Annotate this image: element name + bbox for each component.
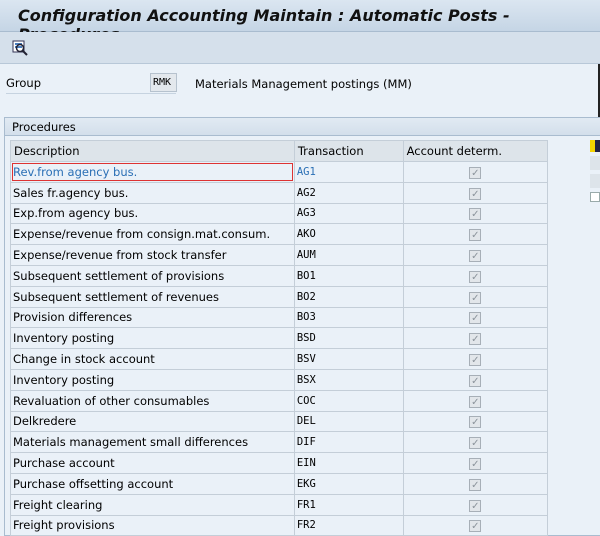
description-cell[interactable]: Inventory posting (10, 368, 295, 391)
transaction-cell[interactable]: BSX (293, 368, 404, 391)
account-determ-checkbox[interactable]: ✓ (469, 187, 482, 200)
table-row[interactable]: Expense/revenue from stock transfer AUM … (10, 244, 549, 266)
transaction-cell[interactable]: AKO (293, 223, 404, 246)
table-row[interactable]: Change in stock account BSV ✓ (10, 348, 549, 370)
transaction-cell[interactable]: BO3 (293, 306, 404, 329)
description-cell[interactable]: Subsequent settlement of revenues (10, 285, 295, 308)
account-determ-checkbox[interactable]: ✓ (469, 291, 482, 304)
detail-view-icon[interactable] (12, 40, 28, 56)
description-cell[interactable]: Expense/revenue from stock transfer (10, 244, 295, 266)
group-description: Materials Management postings (MM) (195, 77, 412, 91)
toolbar (0, 32, 600, 64)
description-cell[interactable]: Purchase account (10, 452, 295, 474)
table-row[interactable]: Purchase offsetting account EKG ✓ (10, 472, 549, 495)
description-cell[interactable]: Subsequent settlement of provisions (10, 264, 295, 287)
description-cell[interactable]: Freight provisions (10, 514, 295, 536)
transaction-cell[interactable]: BSV (293, 348, 404, 370)
account-determ-checkbox[interactable]: ✓ (469, 270, 482, 283)
account-determ-checkbox[interactable]: ✓ (469, 229, 482, 242)
table-row[interactable]: Inventory posting BSD ✓ (10, 327, 549, 350)
description-cell[interactable]: Freight clearing (10, 493, 295, 516)
account-determ-checkbox[interactable]: ✓ (469, 208, 482, 221)
column-header-transaction[interactable]: Transaction (293, 140, 404, 162)
group-label: Group (6, 76, 176, 94)
table-row[interactable]: Provision differences BO3 ✓ (10, 306, 549, 329)
table-row[interactable]: Freight provisions FR2 ✓ (10, 514, 549, 536)
description-cell[interactable]: Delkredere (10, 410, 295, 433)
transaction-cell[interactable]: BO2 (293, 285, 404, 308)
table-row[interactable]: Materials management small differences D… (10, 431, 549, 454)
table-row[interactable]: Inventory posting BSX ✓ (10, 368, 549, 391)
account-determ-checkbox[interactable]: ✓ (469, 354, 482, 367)
account-determ-checkbox[interactable]: ✓ (469, 520, 482, 533)
transaction-cell[interactable]: AG1 (293, 161, 404, 183)
procedures-table: Description Transaction Account determ. … (10, 140, 549, 536)
description-cell[interactable]: Exp.from agency bus. (10, 202, 295, 225)
table-row[interactable]: Exp.from agency bus. AG3 ✓ (10, 202, 549, 225)
transaction-cell[interactable]: EKG (293, 472, 404, 495)
description-cell[interactable]: Expense/revenue from consign.mat.consum. (10, 223, 295, 246)
description-cell[interactable]: Revaluation of other consumables (10, 389, 295, 412)
table-row[interactable]: Subsequent settlement of revenues BO2 ✓ (10, 285, 549, 308)
scroll-thumb[interactable] (590, 192, 600, 202)
account-determ-checkbox[interactable]: ✓ (469, 166, 482, 179)
transaction-cell[interactable]: FR2 (293, 514, 404, 536)
table-row[interactable]: Subsequent settlement of provisions BO1 … (10, 264, 549, 287)
transaction-cell[interactable]: COC (293, 389, 404, 412)
group-field[interactable]: RMK (150, 73, 177, 92)
table-row[interactable]: Sales fr.agency bus. AG2 ✓ (10, 181, 549, 204)
description-cell[interactable]: Change in stock account (10, 348, 295, 370)
scroll-down-button[interactable] (590, 174, 600, 188)
table-row[interactable]: Expense/revenue from consign.mat.consum.… (10, 223, 549, 246)
description-cell[interactable]: Inventory posting (10, 327, 295, 350)
account-determ-checkbox[interactable]: ✓ (469, 312, 482, 325)
description-cell[interactable]: Provision differences (10, 306, 295, 329)
table-row[interactable]: Rev.from agency bus. AG1 ✓ (10, 161, 549, 183)
transaction-cell[interactable]: AG2 (293, 181, 404, 204)
transaction-cell[interactable]: AUM (293, 244, 404, 266)
account-determ-checkbox[interactable]: ✓ (469, 416, 482, 429)
window-title: Configuration Accounting Maintain : Auto… (0, 0, 600, 44)
account-determ-checkbox[interactable]: ✓ (469, 478, 482, 491)
account-determ-checkbox[interactable]: ✓ (469, 499, 482, 512)
transaction-cell[interactable]: EIN (293, 452, 404, 474)
description-cell[interactable]: Sales fr.agency bus. (10, 181, 295, 204)
account-determ-checkbox[interactable]: ✓ (469, 437, 482, 450)
account-determ-checkbox[interactable]: ✓ (469, 250, 482, 263)
transaction-cell[interactable]: DEL (293, 410, 404, 433)
table-scrollbar[interactable] (590, 140, 600, 220)
description-cell[interactable]: Rev.from agency bus. (10, 161, 295, 183)
column-header-account-determ[interactable]: Account determ. (402, 140, 549, 162)
procedures-title: Procedures (5, 118, 600, 136)
transaction-cell[interactable]: FR1 (293, 493, 404, 516)
transaction-cell[interactable]: AG3 (293, 202, 404, 225)
transaction-cell[interactable]: BSD (293, 327, 404, 350)
procedures-panel: Procedures Description Transaction Accou… (4, 117, 600, 536)
table-row[interactable]: Purchase account EIN ✓ (10, 452, 549, 474)
transaction-cell[interactable]: DIF (293, 431, 404, 454)
column-header-description[interactable]: Description (10, 140, 295, 162)
column-settings-icon[interactable] (590, 140, 600, 152)
account-determ-checkbox[interactable]: ✓ (469, 374, 482, 387)
account-determ-checkbox[interactable]: ✓ (469, 395, 482, 408)
description-cell[interactable]: Purchase offsetting account (10, 472, 295, 495)
table-row[interactable]: Revaluation of other consumables COC ✓ (10, 389, 549, 412)
transaction-cell[interactable]: BO1 (293, 264, 404, 287)
table-row[interactable]: Freight clearing FR1 ✓ (10, 493, 549, 516)
account-determ-checkbox[interactable]: ✓ (469, 458, 482, 471)
table-row[interactable]: Delkredere DEL ✓ (10, 410, 549, 433)
account-determ-checkbox[interactable]: ✓ (469, 333, 482, 346)
scroll-up-button[interactable] (590, 156, 600, 170)
description-cell[interactable]: Materials management small differences (10, 431, 295, 454)
